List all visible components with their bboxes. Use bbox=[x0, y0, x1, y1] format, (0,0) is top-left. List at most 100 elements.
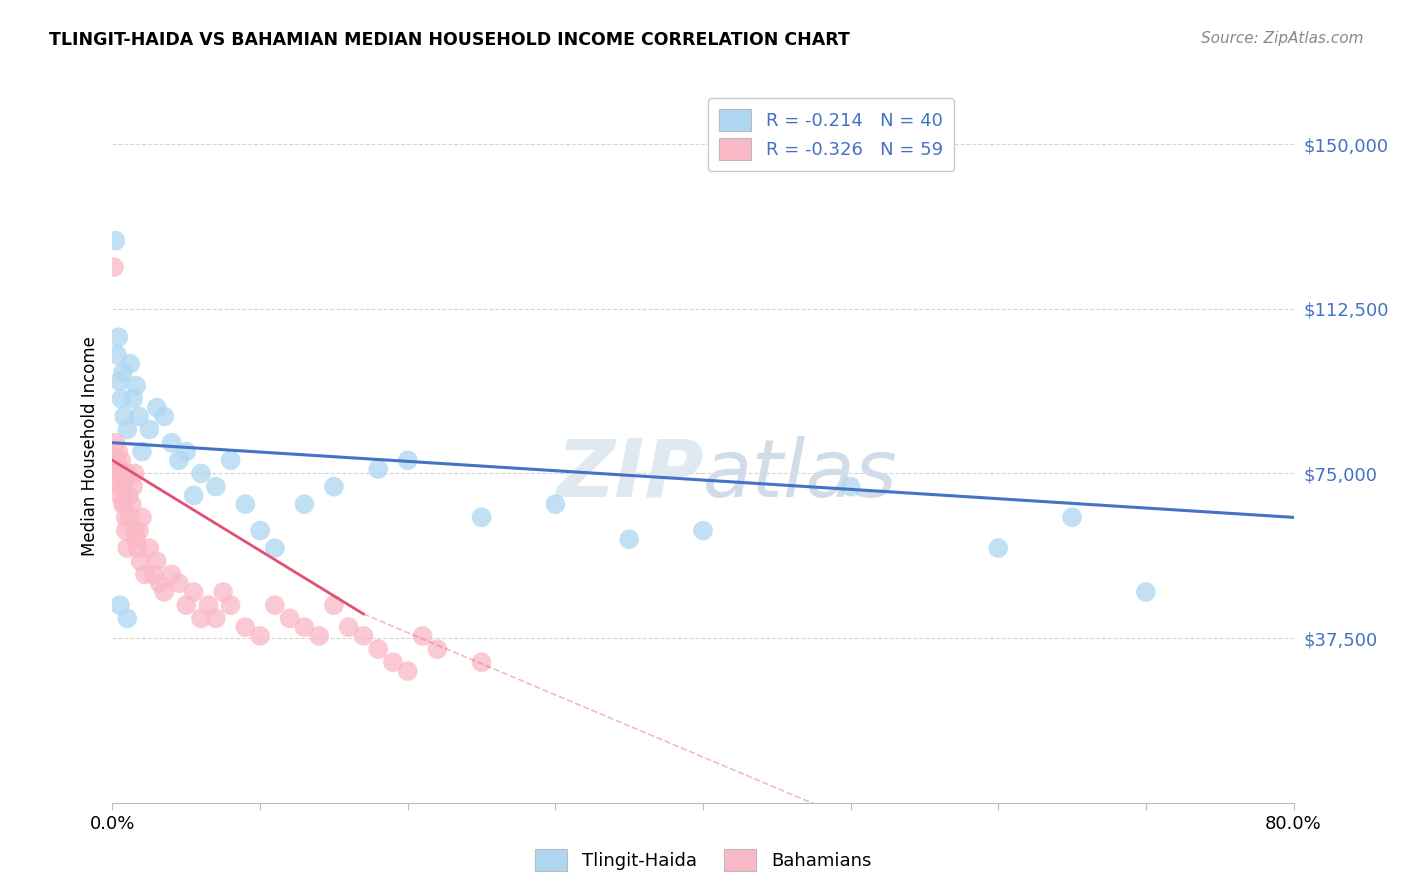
Point bbox=[174, 598, 197, 612]
Point bbox=[219, 453, 242, 467]
Point bbox=[233, 497, 256, 511]
Point bbox=[146, 554, 169, 568]
Point bbox=[124, 524, 146, 538]
Point bbox=[122, 392, 145, 406]
Point bbox=[153, 585, 176, 599]
Point bbox=[107, 444, 129, 458]
Legend: Tlingit-Haida, Bahamians: Tlingit-Haida, Bahamians bbox=[527, 842, 879, 879]
Point bbox=[104, 234, 127, 248]
Point bbox=[108, 462, 131, 476]
Point bbox=[129, 554, 152, 568]
Point bbox=[131, 510, 153, 524]
Point bbox=[308, 629, 330, 643]
Point bbox=[219, 598, 242, 612]
Point bbox=[110, 392, 132, 406]
Point bbox=[382, 655, 405, 669]
Point bbox=[131, 444, 153, 458]
Text: ZIP: ZIP bbox=[555, 435, 703, 514]
Point bbox=[183, 488, 205, 502]
Point bbox=[114, 524, 136, 538]
Point bbox=[1135, 585, 1157, 599]
Point bbox=[190, 611, 212, 625]
Point bbox=[117, 423, 138, 437]
Point bbox=[183, 585, 205, 599]
Point bbox=[108, 488, 131, 502]
Point bbox=[114, 510, 136, 524]
Point bbox=[111, 467, 134, 481]
Point bbox=[619, 533, 641, 547]
Point bbox=[117, 541, 138, 555]
Point bbox=[153, 409, 176, 424]
Point bbox=[278, 611, 301, 625]
Point bbox=[111, 497, 134, 511]
Point bbox=[138, 423, 160, 437]
Point bbox=[205, 480, 228, 494]
Point bbox=[839, 480, 862, 494]
Point bbox=[367, 642, 389, 657]
Point bbox=[134, 567, 156, 582]
Point bbox=[212, 585, 235, 599]
Point bbox=[108, 374, 131, 388]
Point bbox=[149, 576, 172, 591]
Point bbox=[146, 401, 169, 415]
Point bbox=[264, 541, 287, 555]
Point bbox=[105, 453, 128, 467]
Point bbox=[118, 488, 141, 502]
Point bbox=[120, 357, 142, 371]
Point bbox=[107, 467, 129, 481]
Point bbox=[128, 409, 150, 424]
Point bbox=[1062, 510, 1084, 524]
Point bbox=[411, 629, 433, 643]
Point bbox=[337, 620, 360, 634]
Point bbox=[292, 497, 315, 511]
Point bbox=[692, 524, 714, 538]
Point bbox=[117, 611, 138, 625]
Y-axis label: Median Household Income: Median Household Income bbox=[80, 336, 98, 556]
Text: Source: ZipAtlas.com: Source: ZipAtlas.com bbox=[1201, 31, 1364, 46]
Point bbox=[105, 475, 128, 490]
Point bbox=[544, 497, 567, 511]
Point bbox=[125, 378, 148, 392]
Point bbox=[292, 620, 315, 634]
Point bbox=[426, 642, 449, 657]
Point bbox=[122, 480, 145, 494]
Point bbox=[105, 348, 128, 362]
Point bbox=[107, 330, 129, 344]
Legend: R = -0.214   N = 40, R = -0.326   N = 59: R = -0.214 N = 40, R = -0.326 N = 59 bbox=[709, 98, 953, 171]
Point bbox=[174, 444, 197, 458]
Point bbox=[121, 497, 143, 511]
Point bbox=[352, 629, 374, 643]
Point bbox=[112, 480, 135, 494]
Point bbox=[117, 467, 138, 481]
Point bbox=[987, 541, 1010, 555]
Point bbox=[120, 510, 142, 524]
Point bbox=[160, 435, 183, 450]
Point bbox=[138, 541, 160, 555]
Point bbox=[103, 260, 125, 274]
Point bbox=[110, 480, 132, 494]
Point bbox=[264, 598, 287, 612]
Point bbox=[125, 533, 148, 547]
Point bbox=[190, 467, 212, 481]
Point bbox=[112, 497, 135, 511]
Point bbox=[197, 598, 219, 612]
Point bbox=[124, 467, 146, 481]
Point bbox=[128, 524, 150, 538]
Point bbox=[205, 611, 228, 625]
Point bbox=[167, 453, 190, 467]
Point bbox=[323, 480, 346, 494]
Point bbox=[112, 409, 135, 424]
Text: atlas: atlas bbox=[703, 435, 898, 514]
Point bbox=[323, 598, 346, 612]
Point bbox=[111, 366, 134, 380]
Point bbox=[167, 576, 190, 591]
Point bbox=[104, 435, 127, 450]
Point bbox=[110, 453, 132, 467]
Point bbox=[142, 567, 165, 582]
Point bbox=[127, 541, 149, 555]
Point bbox=[470, 510, 494, 524]
Point bbox=[233, 620, 256, 634]
Text: TLINGIT-HAIDA VS BAHAMIAN MEDIAN HOUSEHOLD INCOME CORRELATION CHART: TLINGIT-HAIDA VS BAHAMIAN MEDIAN HOUSEHO… bbox=[49, 31, 851, 49]
Point bbox=[396, 453, 419, 467]
Point bbox=[396, 664, 419, 678]
